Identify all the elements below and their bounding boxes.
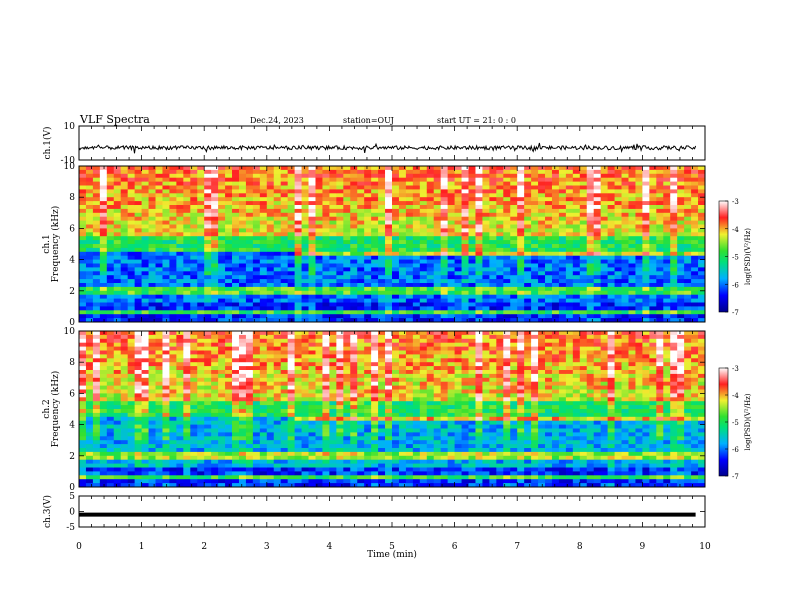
y-tick-label: 0	[69, 508, 75, 518]
y-axis-label-channel: ch.2	[42, 399, 52, 418]
panel-frame	[78, 125, 706, 161]
y-tick-label: 4	[69, 421, 75, 431]
y-axis-label: ch.1(V)	[42, 127, 53, 160]
spectrogram-ch1	[79, 166, 706, 323]
x-tick-label: 10	[699, 542, 711, 552]
y-tick-label: -10	[61, 156, 76, 166]
colorbar-tick-label: -5	[732, 254, 739, 262]
x-tick-label: 4	[327, 542, 333, 552]
figure-title: VLF Spectra	[80, 113, 150, 126]
colorbar-tick-label: -6	[732, 446, 739, 454]
colorbar-tick-label: -3	[732, 365, 739, 373]
colorbar-tick-label: -7	[732, 309, 739, 317]
y-tick-label: 0	[69, 483, 75, 493]
y-axis-label-channel: ch.1	[42, 234, 52, 253]
colorbar-tick-label: -7	[732, 473, 739, 481]
y-tick-label: 10	[64, 327, 76, 337]
colorbar-tick-label: -6	[732, 281, 739, 289]
x-axis-label: Time (min)	[367, 549, 417, 560]
spectrogram-ch2	[79, 331, 706, 488]
y-tick-label: -5	[66, 523, 75, 533]
colorbar-tick-label: -5	[732, 419, 739, 427]
y-tick-label: 2	[69, 452, 75, 462]
y-tick-label: 0	[69, 318, 75, 328]
colorbar-tick-label: -3	[732, 198, 739, 206]
y-axis-label: Frequency (kHz)	[50, 206, 61, 283]
y-tick-label: 6	[69, 389, 75, 399]
date-label: Dec.24, 2023	[250, 116, 304, 125]
colorbar-tick-label: -4	[732, 226, 739, 234]
colorbar-label: log(PSD)(V²/Hz)	[744, 228, 752, 285]
x-tick-label: 3	[264, 542, 270, 552]
ch1-waveform-line	[78, 142, 697, 154]
y-tick-label: 4	[69, 256, 75, 266]
y-tick-label: 8	[69, 193, 75, 203]
y-tick-label: 8	[69, 358, 75, 368]
y-axis-label: ch.3(V)	[42, 495, 53, 528]
y-tick-label: 2	[69, 287, 75, 297]
x-tick-label: 8	[577, 542, 583, 552]
x-tick-label: 2	[201, 542, 207, 552]
x-tick-label: 0	[76, 542, 82, 552]
y-tick-label: 5	[69, 492, 75, 502]
station-label: station=OUJ	[343, 116, 394, 125]
x-tick-label: 6	[452, 542, 458, 552]
y-tick-label: 10	[64, 162, 76, 172]
x-tick-label: 1	[139, 542, 145, 552]
x-tick-label: 9	[640, 542, 646, 552]
y-axis-label: Frequency (kHz)	[50, 371, 61, 448]
y-tick-label: 10	[64, 122, 76, 132]
colorbar-label: log(PSD)(V²/Hz)	[744, 393, 752, 450]
x-tick-label: 7	[514, 542, 520, 552]
colorbar-tick-label: -4	[732, 392, 739, 400]
start-time-label: start UT = 21: 0 : 0	[437, 116, 516, 125]
x-tick-label: 5	[389, 542, 395, 552]
y-tick-label: 6	[69, 224, 75, 234]
